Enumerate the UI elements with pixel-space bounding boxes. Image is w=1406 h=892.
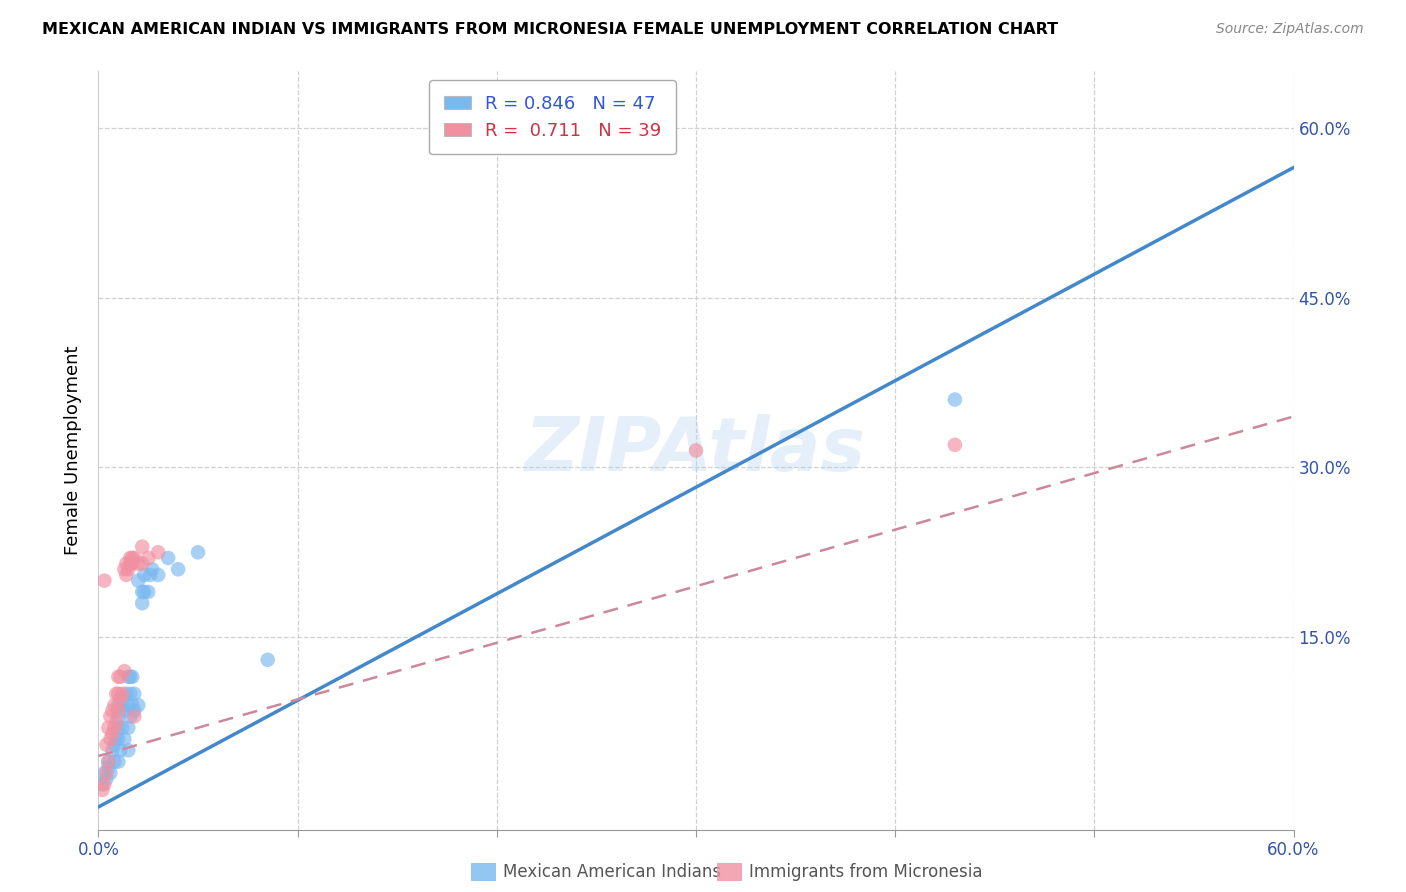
- Text: MEXICAN AMERICAN INDIAN VS IMMIGRANTS FROM MICRONESIA FEMALE UNEMPLOYMENT CORREL: MEXICAN AMERICAN INDIAN VS IMMIGRANTS FR…: [42, 22, 1059, 37]
- Point: [117, 562, 139, 576]
- Point: [121, 557, 143, 571]
- Point: [117, 743, 139, 757]
- Point: [120, 551, 142, 566]
- Point: [91, 777, 114, 791]
- Point: [117, 698, 139, 712]
- Point: [107, 755, 129, 769]
- Point: [103, 738, 125, 752]
- Legend: R = 0.846   N = 47, R =  0.711   N = 39: R = 0.846 N = 47, R = 0.711 N = 39: [429, 80, 676, 154]
- Point: [127, 557, 149, 571]
- Point: [97, 760, 120, 774]
- Point: [139, 568, 162, 582]
- Point: [111, 721, 134, 735]
- Point: [101, 704, 124, 718]
- Point: [157, 551, 180, 566]
- Point: [93, 777, 115, 791]
- Point: [110, 670, 132, 684]
- Point: [112, 732, 135, 747]
- Point: [111, 687, 134, 701]
- Point: [134, 585, 156, 599]
- Point: [131, 596, 153, 610]
- Point: [98, 709, 122, 723]
- Point: [107, 698, 129, 712]
- Point: [112, 664, 135, 678]
- Point: [943, 392, 966, 407]
- Point: [121, 670, 143, 684]
- Point: [121, 551, 143, 566]
- Point: [120, 709, 142, 723]
- Point: [93, 766, 115, 780]
- Point: [98, 732, 122, 747]
- Point: [117, 670, 139, 684]
- Point: [120, 670, 142, 684]
- Point: [101, 743, 124, 757]
- Point: [96, 738, 118, 752]
- Point: [105, 732, 128, 747]
- Point: [117, 721, 139, 735]
- Y-axis label: Female Unemployment: Female Unemployment: [63, 346, 82, 555]
- Text: Immigrants from Micronesia: Immigrants from Micronesia: [749, 863, 983, 881]
- Point: [167, 562, 190, 576]
- Point: [124, 551, 146, 566]
- Point: [115, 687, 138, 701]
- Point: [110, 692, 132, 706]
- Point: [115, 568, 138, 582]
- Text: Source: ZipAtlas.com: Source: ZipAtlas.com: [1216, 22, 1364, 37]
- Point: [93, 574, 115, 588]
- Point: [131, 557, 153, 571]
- Point: [103, 698, 125, 712]
- Point: [103, 755, 125, 769]
- Point: [127, 698, 149, 712]
- Point: [148, 545, 170, 559]
- Text: Mexican American Indians: Mexican American Indians: [503, 863, 721, 881]
- Point: [96, 772, 118, 786]
- Point: [131, 540, 153, 554]
- Point: [107, 687, 129, 701]
- Text: ZIPAtlas: ZIPAtlas: [526, 414, 866, 487]
- Point: [97, 755, 120, 769]
- Point: [97, 721, 120, 735]
- Point: [141, 562, 163, 576]
- Point: [107, 670, 129, 684]
- Point: [121, 698, 143, 712]
- Point: [115, 557, 138, 571]
- Point: [105, 714, 128, 729]
- Point: [136, 585, 159, 599]
- Point: [101, 726, 124, 740]
- Point: [256, 653, 278, 667]
- Point: [107, 709, 129, 723]
- Point: [110, 743, 132, 757]
- Point: [105, 687, 128, 701]
- Point: [127, 574, 149, 588]
- Point: [107, 721, 129, 735]
- Point: [91, 783, 114, 797]
- Point: [136, 551, 159, 566]
- Point: [120, 687, 142, 701]
- Point: [134, 568, 156, 582]
- Point: [131, 585, 153, 599]
- Point: [685, 443, 707, 458]
- Point: [107, 704, 129, 718]
- Point: [103, 721, 125, 735]
- Point: [187, 545, 209, 559]
- Point: [124, 704, 146, 718]
- Point: [120, 557, 142, 571]
- Point: [107, 732, 129, 747]
- Point: [98, 766, 122, 780]
- Point: [112, 562, 135, 576]
- Point: [148, 568, 170, 582]
- Point: [111, 698, 134, 712]
- Point: [124, 709, 146, 723]
- Point: [96, 766, 118, 780]
- Point: [112, 704, 135, 718]
- Point: [124, 687, 146, 701]
- Point: [97, 755, 120, 769]
- Point: [943, 438, 966, 452]
